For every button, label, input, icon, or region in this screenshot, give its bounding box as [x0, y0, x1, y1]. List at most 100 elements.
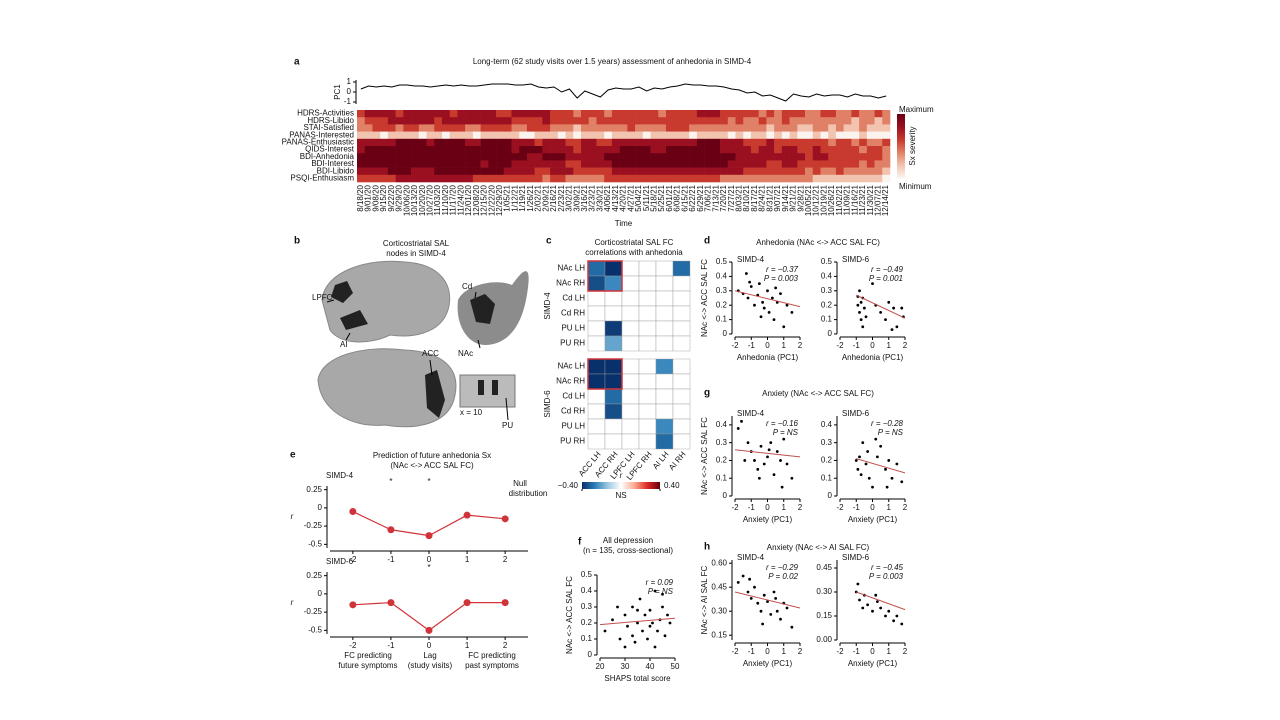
matrix-cell [655, 275, 674, 292]
null-label: distribution [509, 489, 548, 498]
x-tick-label: 0 [870, 341, 875, 350]
heat-cell [496, 124, 505, 132]
heat-cell [557, 131, 566, 140]
heat-cell [395, 160, 404, 168]
heat-cell [758, 167, 767, 176]
matrix-cell [604, 275, 623, 292]
brain-node [331, 281, 368, 330]
matrix-cell [655, 305, 674, 322]
heat-cell [357, 110, 366, 118]
x-tick-label: -2 [731, 503, 739, 512]
heat-cell [658, 138, 667, 147]
heat-cell [797, 146, 806, 154]
heat-cell [774, 167, 783, 176]
heat-cell [380, 138, 389, 147]
heat-cell [766, 124, 775, 132]
heat-cell [581, 174, 590, 183]
date-label: 7/06/21 [704, 184, 713, 211]
heat-cell [480, 110, 489, 118]
heat-cell [465, 146, 474, 154]
point [648, 608, 652, 612]
date-label: 2/09/21 [541, 184, 550, 211]
heat-cell [750, 146, 759, 154]
row-label: PU RH [560, 437, 585, 446]
heat-cell [565, 110, 574, 118]
heat-cell [550, 110, 559, 118]
heat-cell [441, 167, 450, 176]
heat-cell [411, 117, 420, 125]
heat-cell [357, 138, 366, 147]
heat-cell [874, 160, 883, 168]
heat-cell [441, 174, 450, 183]
heat-cell [673, 167, 682, 176]
heat-cell [596, 117, 605, 125]
heat-cell [557, 160, 566, 168]
heat-cell [789, 138, 798, 147]
lag-point [425, 532, 433, 540]
heat-cell [534, 124, 543, 132]
date-label: 3/02/21 [565, 184, 574, 211]
x-tick-label: 1 [887, 341, 892, 350]
heat-cell [565, 138, 574, 147]
heat-cell [681, 110, 690, 118]
y-tick-label: 0.15 [816, 611, 832, 620]
series-label: SIMD-4 [737, 553, 765, 562]
x-tick-label: 2 [503, 641, 508, 650]
heat-cell [712, 153, 721, 161]
heat-cell [820, 138, 829, 147]
colorbar-max: Maximum [899, 105, 934, 114]
heat-cell [781, 138, 790, 147]
group-label: SIMD-4 [543, 292, 552, 320]
heat-cell [712, 124, 721, 132]
heat-cell [357, 117, 366, 125]
heat-cell [511, 131, 520, 140]
point [668, 621, 672, 625]
heat-cell [882, 138, 891, 147]
heat-cell [372, 174, 381, 183]
matrix-cell [587, 373, 606, 390]
heat-cell [403, 131, 412, 140]
heat-cell [418, 131, 427, 140]
date-label: 10/13/20 [410, 184, 419, 216]
lag-label: FC predicting [344, 651, 392, 660]
heat-cell [704, 160, 713, 168]
heat-cell [805, 131, 814, 140]
heat-cell [565, 153, 574, 161]
panel-title: Corticostriatal SAL FC [595, 238, 674, 247]
group-label: SIMD-6 [543, 390, 552, 418]
heat-cell [797, 153, 806, 161]
heat-cell [735, 131, 744, 140]
point [746, 296, 750, 300]
heat-cell [426, 153, 435, 161]
heat-cell [727, 160, 736, 168]
p-text: P = 0.001 [869, 274, 903, 283]
heat-cell [519, 110, 528, 118]
heat-cell [835, 110, 844, 118]
heat-cell [781, 131, 790, 140]
heat-cell [789, 146, 798, 154]
heat-cell [496, 153, 505, 161]
heat-cell [441, 160, 450, 168]
panel-title: Anxiety (NAc <-> AI SAL FC) [767, 543, 870, 552]
matrix-cell [638, 290, 657, 307]
lag-point [387, 599, 395, 607]
date-label: 2/02/21 [534, 184, 543, 211]
matrix-cell [587, 260, 606, 277]
date-label: 12/14/21 [881, 184, 890, 216]
heat-cell [859, 160, 868, 168]
heat-cell [511, 153, 520, 161]
x-tick-label: 2 [903, 647, 908, 656]
heat-cell [480, 167, 489, 176]
heat-cell [387, 117, 396, 125]
heat-cell [372, 110, 381, 118]
heat-cell [411, 153, 420, 161]
heat-cell [681, 153, 690, 161]
heat-cell [457, 167, 466, 176]
brain-label: x = 10 [460, 408, 483, 417]
heat-cell [758, 174, 767, 183]
y-tick-label: 0 [318, 589, 323, 598]
heat-cell [488, 131, 497, 140]
heat-cell [681, 174, 690, 183]
point [774, 597, 778, 600]
p-text: P = 0.02 [768, 572, 798, 581]
